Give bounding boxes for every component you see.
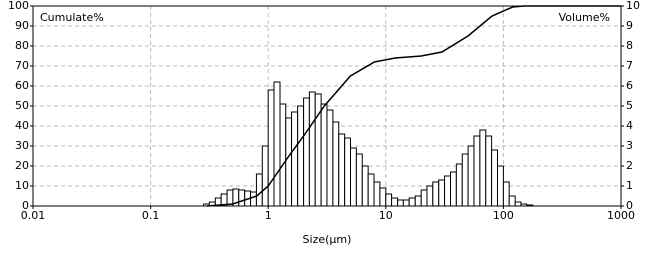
y2-tick-label: 9 — [626, 19, 633, 32]
y-tick-label: 40 — [15, 119, 29, 132]
bar — [279, 103, 287, 207]
bar — [414, 195, 422, 207]
bar — [485, 135, 493, 207]
bar — [473, 135, 481, 207]
bar — [332, 121, 340, 207]
bar — [444, 175, 452, 207]
x-tick-label: 1000 — [607, 209, 635, 222]
y2-tick-label: 2 — [626, 159, 633, 172]
bar — [467, 145, 475, 207]
x-tick-label: 0.1 — [142, 209, 160, 222]
bar — [344, 137, 352, 207]
bar — [379, 187, 387, 207]
bar — [297, 105, 305, 207]
y2-tick-label: 0 — [626, 199, 633, 212]
y2-tick-label: 6 — [626, 79, 633, 92]
bar — [367, 173, 375, 207]
bar — [361, 165, 369, 207]
bar — [267, 89, 275, 207]
y2-tick-label: 3 — [626, 139, 633, 152]
bar — [508, 195, 516, 207]
bar — [491, 149, 499, 207]
bar — [273, 81, 281, 207]
y-tick-label: 20 — [15, 159, 29, 172]
y2-tick-label: 7 — [626, 59, 633, 72]
bar — [385, 193, 393, 207]
cumulative-line — [206, 5, 621, 207]
x-tick-label: 100 — [493, 209, 514, 222]
bar — [461, 153, 469, 207]
y2-tick-label: 8 — [626, 39, 633, 52]
bar — [355, 153, 363, 207]
y2-axis-label: Volume% — [559, 11, 610, 24]
x-axis-label: Size(μm) — [303, 233, 352, 246]
x-tick-label: 0.01 — [21, 209, 46, 222]
bar — [285, 117, 293, 207]
bar — [497, 165, 504, 207]
y-axis-label: Cumulate% — [40, 11, 104, 24]
bar — [420, 189, 428, 207]
bar — [350, 147, 357, 207]
bar — [261, 145, 269, 207]
bar — [514, 201, 522, 207]
bar — [450, 171, 457, 207]
plot-frame — [32, 5, 622, 207]
y2-tick-label: 4 — [626, 119, 633, 132]
y2-tick-label: 5 — [626, 99, 633, 112]
bar — [291, 111, 299, 207]
y-tick-label: 60 — [15, 79, 29, 92]
bar — [408, 197, 416, 207]
y2-tick-label: 1 — [626, 179, 633, 192]
y-tick-label: 10 — [15, 179, 29, 192]
y-tick-label: 100 — [8, 0, 29, 12]
bar — [255, 173, 263, 207]
y-tick-label: 0 — [22, 199, 29, 212]
bar — [455, 163, 463, 207]
bar — [438, 179, 446, 207]
bar — [502, 181, 510, 207]
y-tick-label: 70 — [15, 59, 29, 72]
bar — [326, 109, 334, 207]
bar — [238, 189, 246, 207]
bar — [432, 181, 440, 207]
y-tick-label: 90 — [15, 19, 29, 32]
bar — [303, 97, 310, 207]
bar — [397, 199, 404, 207]
bar — [373, 181, 381, 207]
bar — [402, 199, 410, 207]
x-tick-label: 1 — [265, 209, 272, 222]
bar — [250, 191, 257, 207]
y-tick-label: 50 — [15, 99, 29, 112]
bar — [426, 185, 434, 207]
x-tick-label: 10 — [379, 209, 393, 222]
bar — [479, 129, 487, 207]
bar — [338, 133, 346, 207]
y-tick-label: 30 — [15, 139, 29, 152]
bar — [320, 103, 328, 207]
bar — [391, 197, 399, 207]
bar — [308, 91, 316, 207]
y-tick-label: 80 — [15, 39, 29, 52]
y2-tick-label: 10 — [626, 0, 640, 12]
